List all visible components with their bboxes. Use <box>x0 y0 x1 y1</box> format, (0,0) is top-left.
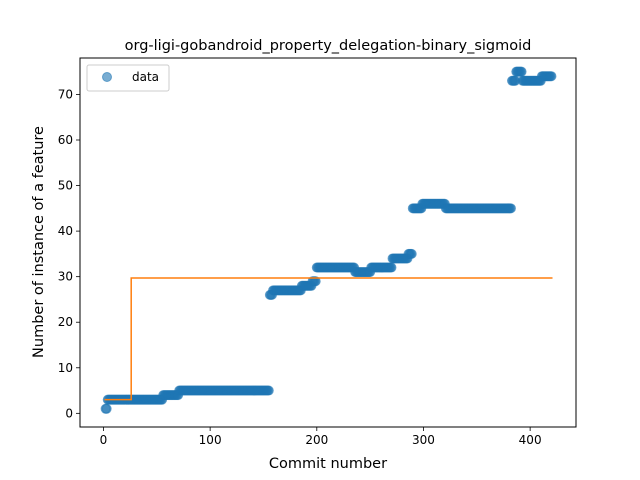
data-point <box>546 71 557 82</box>
axes-frame <box>79 57 577 428</box>
y-tick-label: 20 <box>58 315 73 329</box>
legend-marker-data <box>102 72 112 82</box>
data-point <box>386 262 397 273</box>
data-point <box>101 403 112 414</box>
y-tick-label: 60 <box>58 133 73 147</box>
legend-box <box>86 64 170 92</box>
data-point <box>263 385 274 396</box>
y-tick-label: 10 <box>58 361 73 375</box>
data-point <box>516 66 527 77</box>
x-tick-label: 100 <box>199 433 222 447</box>
data-point <box>505 203 516 214</box>
x-tick-label: 0 <box>100 433 108 447</box>
y-tick-label: 70 <box>58 87 73 101</box>
plot-area <box>100 66 557 414</box>
y-axis: 0 10 20 30 40 50 60 70 <box>58 87 80 420</box>
legend: data <box>86 64 170 92</box>
y-tick-label: 50 <box>58 179 73 193</box>
y-tick-label: 40 <box>58 224 73 238</box>
y-tick-label: 0 <box>65 406 73 420</box>
chart-title: org-ligi-gobandroid_property_delegation-… <box>125 38 532 54</box>
fit-line <box>104 277 553 401</box>
y-axis-label: Number of instance of a feature <box>31 126 47 358</box>
x-axis: 0 100 200 300 400 <box>100 427 542 447</box>
x-tick-label: 300 <box>412 433 435 447</box>
x-tick-label: 200 <box>305 433 328 447</box>
x-axis-label: Commit number <box>269 456 387 472</box>
data-point <box>406 248 417 259</box>
data-point <box>310 276 321 287</box>
x-tick-label: 400 <box>519 433 542 447</box>
legend-label-data: data <box>132 70 159 84</box>
y-tick-label: 30 <box>58 270 73 284</box>
